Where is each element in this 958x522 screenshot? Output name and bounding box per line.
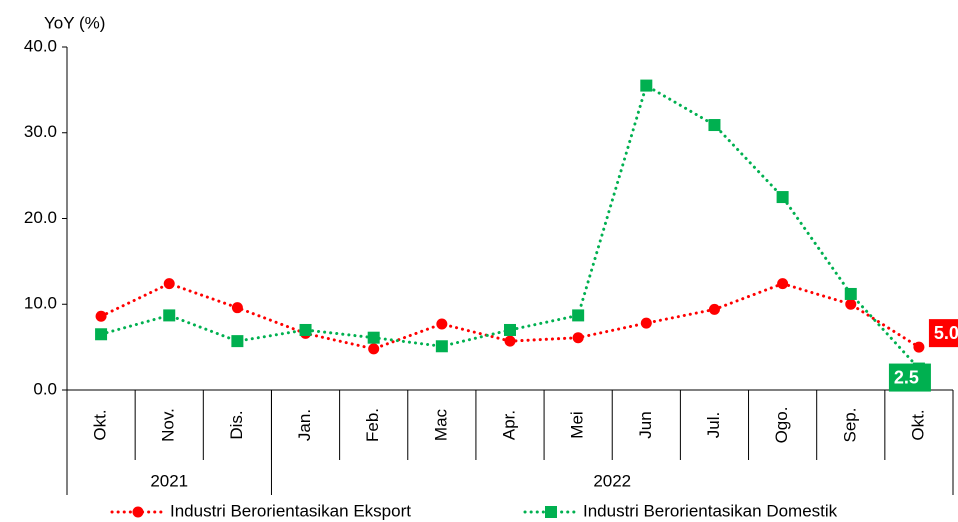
x-tick-label: Apr. <box>499 410 518 440</box>
data-label-box <box>888 363 931 392</box>
marker <box>572 309 585 322</box>
x-tick-label: Okt. <box>91 409 110 440</box>
legend-label: Industri Berorientasikan Eksport <box>170 501 411 520</box>
marker <box>231 335 244 348</box>
marker <box>163 309 176 322</box>
x-tick-label: Sep. <box>840 408 859 443</box>
marker <box>436 318 448 330</box>
x-tick-label: Jun <box>636 411 655 438</box>
x-tick-label: Mac <box>431 408 450 441</box>
marker <box>708 119 721 132</box>
marker <box>845 298 857 310</box>
x-tick-label: Jul. <box>704 412 723 438</box>
marker <box>368 343 380 355</box>
x-tick-label: Okt. <box>908 409 927 440</box>
marker <box>435 340 448 353</box>
marker <box>299 323 312 336</box>
x-tick-label: Jan. <box>295 409 314 441</box>
data-label-box <box>928 319 958 348</box>
marker <box>913 341 925 353</box>
y-tick-label: 40.0 <box>24 36 57 55</box>
x-tick-label: Feb. <box>363 408 382 442</box>
x-tick-label: Ogo. <box>772 407 791 444</box>
legend-label: Industri Berorientasikan Domestik <box>583 501 838 520</box>
marker <box>95 328 108 341</box>
marker <box>572 332 584 344</box>
marker <box>640 79 653 92</box>
y-tick-label: 10.0 <box>24 294 57 313</box>
x-tick-label: Mei <box>568 411 587 438</box>
marker <box>777 278 789 290</box>
marker <box>708 303 720 315</box>
marker <box>844 287 857 300</box>
data-label: 2.5 <box>894 367 919 387</box>
marker <box>95 310 107 322</box>
year-label: 2022 <box>593 471 631 490</box>
year-label: 2021 <box>150 471 188 490</box>
marker <box>504 323 516 336</box>
x-tick-label: Dis. <box>227 410 246 439</box>
data-label: 5.0 <box>934 323 958 343</box>
marker <box>367 331 380 344</box>
y-tick-label: 20.0 <box>24 208 57 227</box>
marker <box>504 335 516 347</box>
y-tick-label: 30.0 <box>24 122 57 141</box>
marker <box>776 191 789 204</box>
marker <box>231 302 243 314</box>
marker <box>163 278 175 290</box>
x-tick-label: Nov. <box>159 408 178 442</box>
y-tick-label: 0.0 <box>33 379 57 398</box>
y-axis-label: YoY (%) <box>44 13 105 32</box>
legend-marker <box>545 506 557 518</box>
legend-marker <box>132 506 144 518</box>
marker <box>640 317 652 329</box>
